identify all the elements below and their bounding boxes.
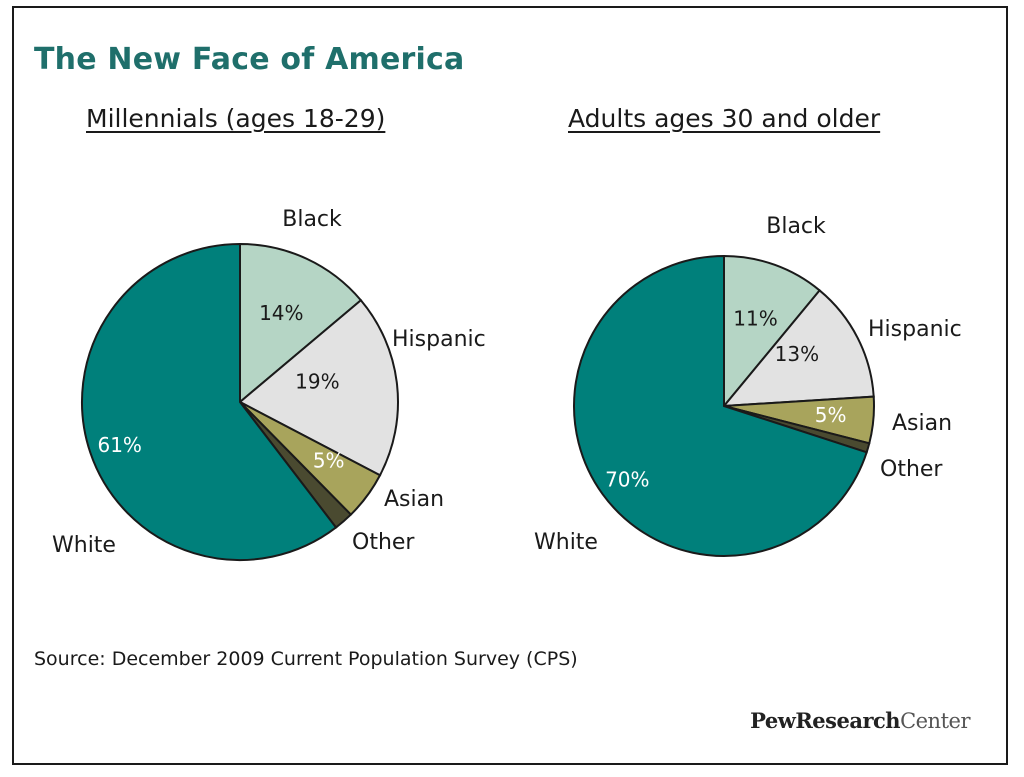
pie-slice-black [723, 254, 822, 409]
slice-value-label: 11% [733, 307, 777, 331]
pie-slice-black [239, 242, 363, 405]
category-label-white: White [52, 533, 116, 558]
logo-part2: Center [900, 709, 970, 733]
category-label-black: Black [282, 207, 342, 232]
logo-part1: PewResearch [750, 708, 901, 733]
pie-title-adults: Adults ages 30 and older [568, 104, 881, 133]
chart-title: The New Face of America [34, 42, 465, 77]
slice-value-label: 5% [313, 448, 345, 472]
slice-value-label: 61% [97, 433, 141, 457]
category-label-asian: Asian [892, 411, 952, 436]
pie-slice-white [573, 254, 868, 557]
category-label-hispanic: Hispanic [392, 327, 486, 352]
slice-value-label: 14% [259, 301, 303, 325]
source-note: Source: December 2009 Current Population… [34, 648, 578, 670]
slice-value-label: 5% [815, 403, 847, 427]
category-label-white: White [534, 530, 598, 555]
pie-slice-hispanic [721, 289, 875, 408]
slice-value-label: 70% [605, 468, 649, 492]
category-label-hispanic: Hispanic [868, 317, 962, 342]
category-label-other: Other [352, 530, 415, 555]
category-label-black: Black [766, 214, 826, 239]
category-label-other: Other [880, 457, 943, 482]
slice-value-label: 19% [295, 369, 339, 393]
pie-title-millennials: Millennials (ages 18-29) [86, 104, 386, 133]
slice-value-label: 13% [775, 342, 819, 366]
pew-research-logo: PewResearchCenter [750, 708, 970, 733]
pie-slice-hispanic [238, 298, 399, 477]
category-label-asian: Asian [384, 487, 444, 512]
pie-slice-white [80, 242, 338, 561]
